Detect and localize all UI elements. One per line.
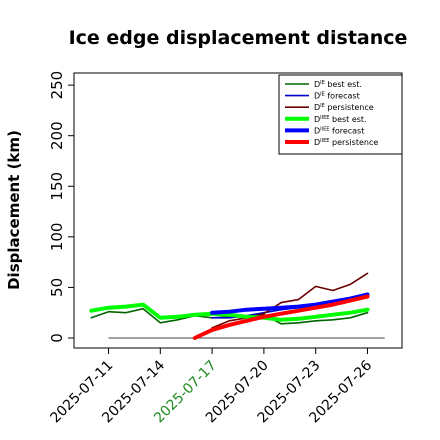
y-axis-label: Displacement (km) xyxy=(5,130,23,290)
legend-label: DIIEE forecast xyxy=(314,126,364,135)
y-tick-label: 250 xyxy=(48,71,66,100)
legend: DIE best est. DIE forecast DIE persistence… xyxy=(278,74,403,155)
series-line-1 xyxy=(90,307,369,325)
series-line-5 xyxy=(210,292,370,315)
legend-label: DIE forecast xyxy=(314,92,360,101)
y-axis: 0 50 100 150 200 250 xyxy=(48,71,74,343)
plot-area-frame xyxy=(73,72,403,349)
legend-label: DIIEE best est. xyxy=(314,115,367,124)
y-tick-label: 50 xyxy=(48,278,66,297)
y-tick-label: 150 xyxy=(48,172,66,201)
chart-title: Ice edge displacement distance xyxy=(69,27,408,49)
series-layer xyxy=(89,272,370,340)
y-tick-label: 200 xyxy=(48,121,66,150)
series-line-3 xyxy=(211,272,369,329)
series-line-4 xyxy=(89,302,370,322)
y-tick-label: 100 xyxy=(48,223,66,252)
x-axis: 2025-07-112025-07-142025-07-172025-07-20… xyxy=(48,348,375,426)
y-tick-label: 0 xyxy=(48,333,66,343)
series-line-6 xyxy=(192,294,370,340)
legend-label: DIE persistence xyxy=(314,103,374,112)
legend-label: DIE best est. xyxy=(314,80,362,89)
legend-label: DIIEE persistence xyxy=(314,138,378,147)
